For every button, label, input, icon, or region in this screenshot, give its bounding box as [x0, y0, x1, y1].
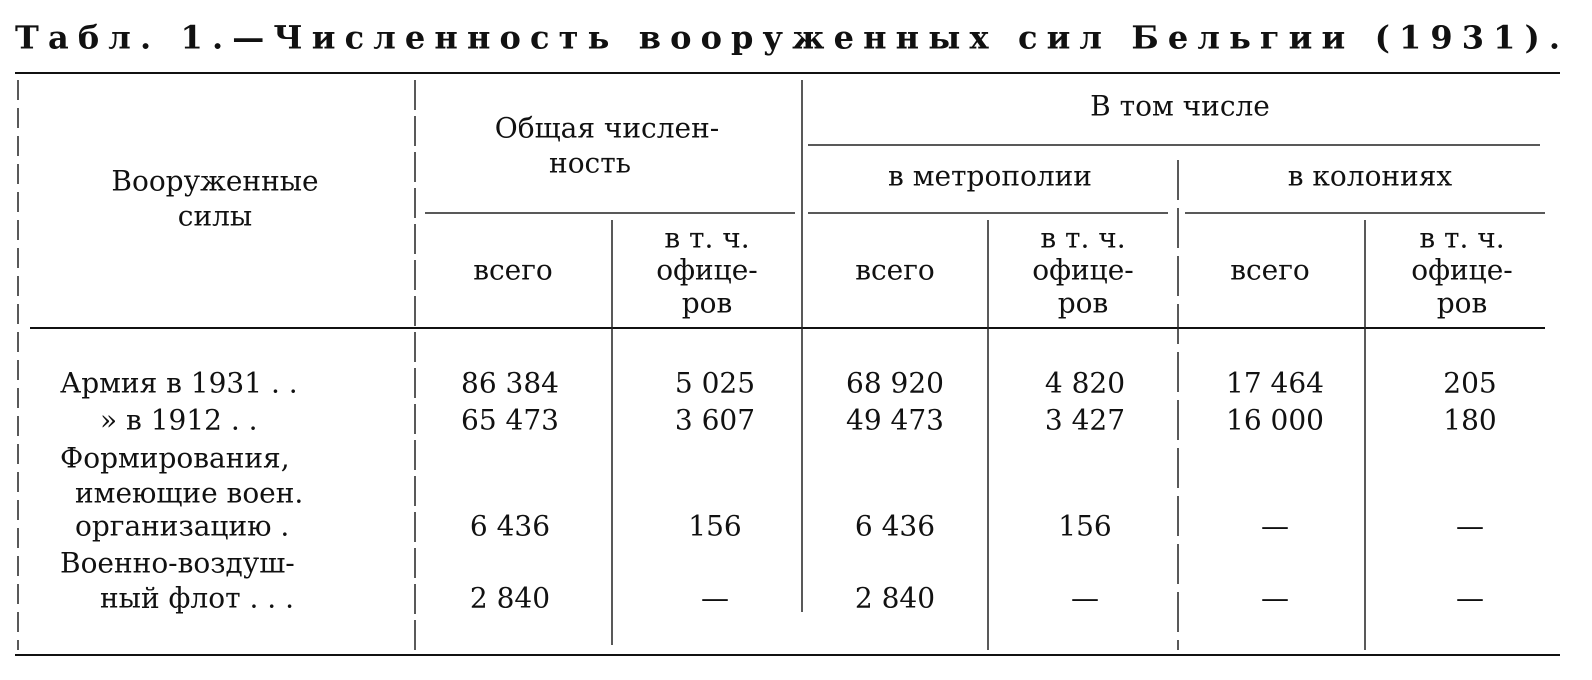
table-cell: 205	[1443, 367, 1496, 400]
table-cell: 6 436	[855, 510, 935, 543]
table-rules	[15, 72, 1560, 656]
table-cell: 68 920	[846, 367, 944, 400]
header-cell: силы	[178, 200, 252, 233]
table-cell: —	[1071, 582, 1099, 615]
subheader-cell: офице-	[1032, 254, 1133, 287]
header-cell: в метрополии	[888, 160, 1092, 193]
row-label: Военно-воздуш-	[60, 547, 295, 580]
table-cell: —	[1456, 582, 1484, 615]
subheader-cell: в т. ч.	[1040, 222, 1125, 255]
table-cell: 180	[1443, 404, 1496, 437]
table-cell: 2 840	[855, 582, 935, 615]
subheader-cell: офице-	[656, 254, 757, 287]
table-cell: —	[701, 582, 729, 615]
subheader-cell: ров	[1058, 287, 1109, 320]
header-cell: Вооруженные	[111, 165, 318, 198]
row-label: Армия в 1931 . .	[60, 367, 298, 400]
subheader-cell: ров	[682, 287, 733, 320]
table-cell: —	[1261, 510, 1289, 543]
table-cell: 4 820	[1045, 367, 1125, 400]
table-cell: 156	[1058, 510, 1111, 543]
header-cell: В том числе	[1090, 90, 1270, 123]
table-cell: 65 473	[461, 404, 559, 437]
table-cell: 6 436	[470, 510, 550, 543]
row-label: » в 1912 . .	[100, 404, 258, 437]
subheader-cell: офице-	[1411, 254, 1512, 287]
header-cell: Общая числен-	[495, 112, 719, 145]
table-cell: 5 025	[675, 367, 755, 400]
subheader-cell: ров	[1437, 287, 1488, 320]
header-cell: ность	[549, 147, 631, 180]
subheader-cell: всего	[1230, 254, 1310, 287]
table-cell: 16 000	[1226, 404, 1324, 437]
table-cell: 2 840	[470, 582, 550, 615]
row-label: организацию .	[75, 510, 289, 543]
table-cell: 49 473	[846, 404, 944, 437]
header-cell: в колониях	[1288, 160, 1453, 193]
table-cell: 3 607	[675, 404, 755, 437]
table-cell: —	[1261, 582, 1289, 615]
row-label: ный флот . . .	[100, 582, 294, 615]
table-cell: 156	[688, 510, 741, 543]
subheader-cell: в т. ч.	[664, 222, 749, 255]
subheader-cell: в т. ч.	[1419, 222, 1504, 255]
table-cell: 3 427	[1045, 404, 1125, 437]
row-label: Формирования,	[60, 442, 290, 475]
subheader-cell: всего	[473, 254, 553, 287]
table-cell: —	[1456, 510, 1484, 543]
table-cell: 86 384	[461, 367, 559, 400]
subheader-cell: всего	[855, 254, 935, 287]
row-label: имеющие воен.	[75, 477, 303, 510]
table-title: Табл. 1.—Численность вооруженных сил Бел…	[15, 19, 1560, 57]
table-cell: 17 464	[1226, 367, 1324, 400]
